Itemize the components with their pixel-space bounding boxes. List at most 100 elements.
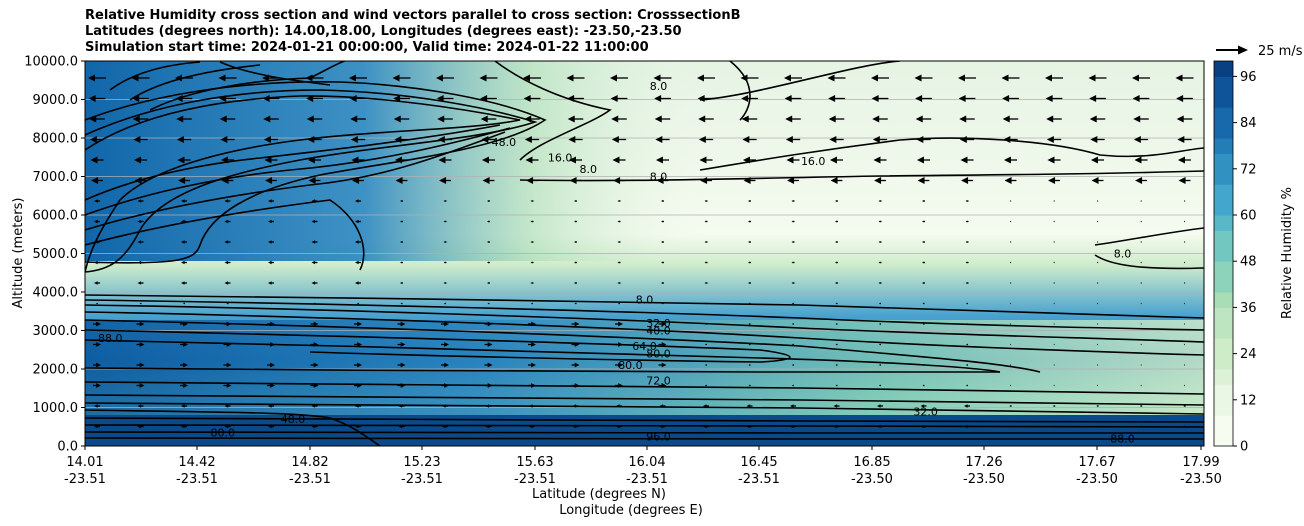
wind-vector: [133, 156, 148, 164]
wind-vector: [748, 220, 751, 223]
wind-vector: [268, 404, 274, 408]
wind-vector: [131, 74, 150, 82]
wind-vector: [835, 302, 838, 305]
wind-vector: [94, 260, 100, 265]
wind-vector: [1139, 425, 1143, 428]
wind-vector: [224, 260, 231, 265]
wind-vector: [920, 404, 927, 408]
wind-vector: [181, 240, 187, 244]
wind-vector: [748, 323, 751, 325]
wind-vector: [137, 219, 144, 224]
wind-vector: [218, 74, 237, 82]
wind-vector: [615, 383, 623, 388]
wind-vector: [528, 362, 536, 368]
wind-vector: [610, 95, 628, 102]
wind-vector: [1133, 136, 1149, 143]
colorbar-tick-label: 36: [1240, 301, 1257, 316]
wind-vector: [355, 404, 361, 408]
wind-vector: [656, 177, 669, 184]
wind-vector: [354, 383, 362, 388]
wind-vector: [613, 177, 625, 184]
wind-vector: [357, 302, 359, 305]
wind-vector: [699, 156, 713, 164]
wind-vector: [524, 136, 540, 143]
wind-vector: [572, 424, 579, 429]
wind-vector: [871, 95, 889, 102]
contour-line: [85, 409, 381, 446]
wind-vector: [441, 362, 449, 368]
wind-vector: [617, 261, 621, 264]
y-tick-label: 1000.0: [33, 401, 79, 416]
wind-vector: [398, 424, 405, 429]
contour-line: [85, 299, 1204, 331]
wind-vector: [572, 404, 579, 408]
contour-label: 88.0: [98, 332, 123, 345]
wind-vector: [264, 156, 278, 164]
wind-vector: [89, 115, 105, 123]
wind-vector: [916, 136, 931, 143]
wind-vector: [1176, 95, 1193, 102]
wind-vector: [748, 261, 751, 264]
wind-vector: [88, 74, 106, 82]
wind-vector: [1175, 74, 1194, 82]
colorbar-segment: [1214, 276, 1233, 293]
wind-vector: [1053, 364, 1055, 366]
wind-vector: [311, 219, 318, 224]
wind-vector: [569, 177, 582, 184]
wind-vector: [310, 383, 319, 388]
wind-vector: [223, 342, 232, 347]
wind-vector: [530, 241, 534, 243]
x-tick-label-lat: 14.01: [66, 455, 103, 470]
contour-label: 48.0: [492, 136, 517, 149]
wind-vector: [879, 384, 881, 387]
wind-vector: [922, 261, 925, 264]
wind-vector: [441, 342, 449, 347]
wind-vector: [392, 74, 411, 82]
colorbar-segment: [1214, 138, 1233, 154]
wind-vector: [397, 383, 406, 388]
wind-vector: [617, 282, 621, 284]
wind-vector: [1046, 115, 1062, 123]
wind-vector: [487, 241, 490, 243]
wind-vector: [310, 342, 319, 347]
wind-vector: [617, 220, 621, 223]
wind-vector: [530, 261, 534, 264]
wind-vector: [220, 156, 235, 164]
wind-vector: [703, 424, 709, 429]
colorbar-segment: [1214, 338, 1233, 355]
wind-vector: [1053, 302, 1055, 305]
wind-vector: [530, 282, 534, 284]
wind-vector: [351, 156, 365, 164]
wind-vector: [1140, 200, 1142, 202]
wind-vector: [704, 282, 708, 284]
wind-vector: [94, 424, 100, 429]
wind-vector: [655, 136, 670, 143]
wind-vector: [835, 364, 838, 366]
wind-vector: [223, 362, 232, 368]
contour-line: [519, 170, 1204, 182]
x-axis-label-lat: Latitude (degrees N): [532, 487, 666, 502]
wind-vector: [1135, 177, 1147, 184]
x-tick-label-lon: -23.50: [963, 472, 1005, 487]
wind-vector: [785, 136, 801, 143]
wind-vector: [349, 74, 367, 82]
colorbar-frame: [1213, 60, 1234, 447]
colorbar-segment: [1214, 399, 1233, 416]
wind-vector: [1140, 282, 1142, 284]
contour-label: 48.0: [281, 413, 306, 426]
wind-vector: [219, 115, 236, 123]
wind-vector: [612, 156, 626, 164]
x-tick-label-lat: 15.63: [516, 455, 553, 470]
contour-line: [129, 64, 261, 101]
wind-vector: [1097, 343, 1098, 346]
wind-vector: [1009, 282, 1012, 284]
wind-vector: [914, 74, 933, 82]
wind-vector: [705, 384, 707, 387]
wind-vector: [481, 156, 496, 164]
contour-line: [85, 294, 1204, 319]
x-tick-label-lon: -23.51: [289, 472, 331, 487]
y-tick-label: 2000.0: [33, 363, 79, 378]
wind-vector: [615, 342, 623, 347]
wind-vector: [1140, 220, 1142, 223]
wind-vector: [1001, 74, 1020, 82]
